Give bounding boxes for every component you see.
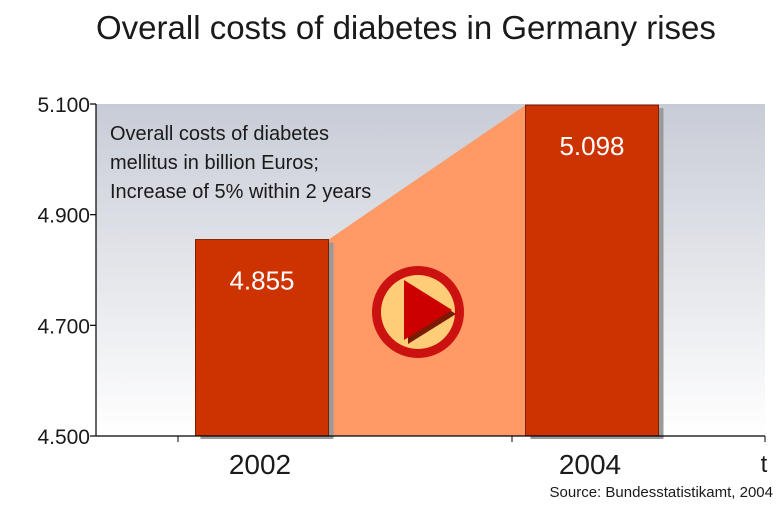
x-tick-label: 2004 <box>559 449 621 480</box>
chart-annotation: Overall costs of diabetes mellitus in bi… <box>110 120 490 207</box>
y-tick-label: 4.500 <box>37 426 90 449</box>
source-note: Source: Bundesstatistikamt, 2004 <box>549 484 773 501</box>
data-label: 5.098 <box>559 131 624 161</box>
annotation-line: mellitus in billion Euros; <box>110 152 319 174</box>
data-label: 4.855 <box>229 266 294 296</box>
bar-2002 <box>195 239 329 437</box>
y-tick-label: 4.900 <box>37 205 90 228</box>
annotation-line: Increase of 5% within 2 years <box>110 181 372 203</box>
y-tick-label: 5.100 <box>37 94 90 117</box>
x-tick-label: 2002 <box>229 449 291 480</box>
x-axis-label: t <box>761 451 768 478</box>
annotation-line: Overall costs of diabetes <box>110 123 329 145</box>
y-tick-label: 4.700 <box>37 315 90 338</box>
play-arrow-icon <box>372 266 464 358</box>
chart-title: Overall costs of diabetes in Germany ris… <box>96 9 716 46</box>
